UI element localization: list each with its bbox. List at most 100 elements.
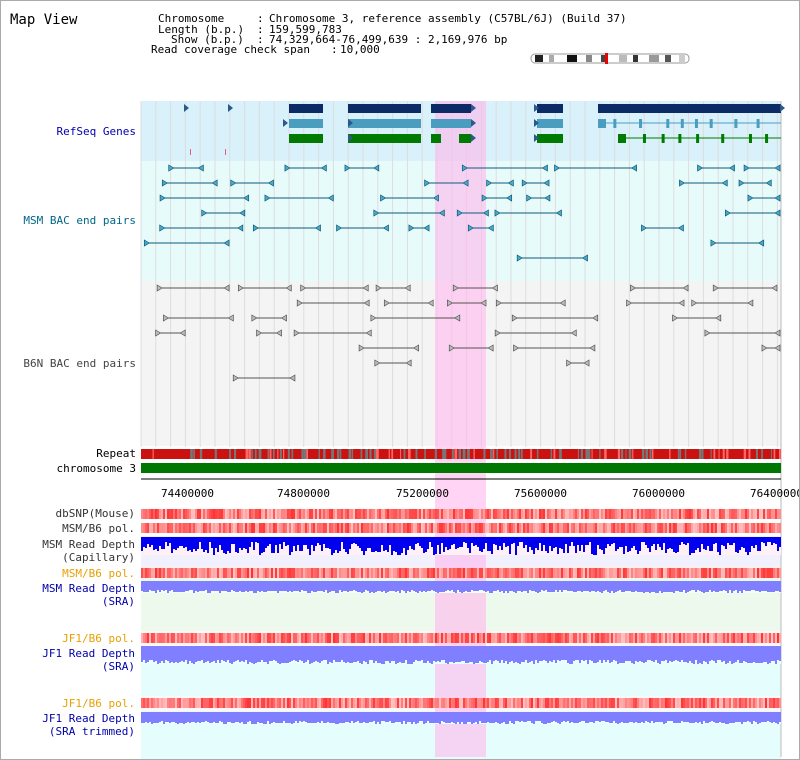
depth-bar [481, 712, 483, 723]
msm-bac-track[interactable] [143, 164, 781, 262]
depth-bar [227, 646, 229, 660]
depth-bar [401, 581, 403, 590]
heatmap-cell [223, 509, 225, 519]
heatmap-cell [683, 509, 685, 519]
depth-bar [357, 712, 359, 721]
depth-bar [149, 581, 151, 590]
heatmap-cell [345, 523, 347, 533]
depth-bar [173, 537, 175, 549]
depth-bar [579, 712, 581, 722]
heatmap-cell [313, 698, 315, 708]
repeat-element [365, 449, 368, 459]
depth-bar [665, 712, 667, 723]
heatmap-cell [603, 509, 605, 519]
depth-bar [191, 581, 193, 590]
repeat-element [434, 449, 437, 459]
b6n-bac-track[interactable] [155, 284, 781, 382]
heatmap-cell [231, 568, 233, 578]
heatmap-cell [505, 633, 507, 643]
heatmap-cell [177, 568, 179, 578]
info-length-key: Length (b.p.) [158, 23, 244, 36]
depth-bar [503, 581, 505, 593]
heatmap-cell [415, 633, 417, 643]
depth-bar [553, 712, 555, 721]
repeat-element [490, 449, 493, 459]
depth-bar [451, 712, 453, 722]
depth-bar [393, 537, 395, 551]
depth-bar [569, 646, 571, 664]
b6n-bac-pair-end [678, 299, 685, 307]
heatmap-cell [535, 509, 537, 519]
heatmap-cell [307, 568, 309, 578]
depth-bar [411, 537, 413, 549]
heatmap-cell [183, 568, 185, 578]
depth-bar [571, 581, 573, 591]
heatmap-cell [439, 568, 441, 578]
depth-bar [321, 581, 323, 591]
heatmap-cell [531, 698, 533, 708]
depth-bar [285, 537, 287, 546]
depth-bar [379, 646, 381, 663]
heatmap-cell [151, 698, 153, 708]
heatmap-cell [255, 509, 257, 519]
ideogram-band [649, 55, 659, 62]
depth-bar [399, 537, 401, 555]
heatmap-cell [501, 568, 503, 578]
depth-bar [705, 712, 707, 723]
label-jf1-read-depth: JF1 Read Depth [42, 647, 135, 660]
repeat-element [652, 449, 654, 459]
msm-bac-pair-end [467, 224, 474, 232]
heatmap-cell [519, 509, 521, 519]
depth-bar [609, 646, 611, 663]
repeat-track[interactable] [141, 449, 781, 459]
depth-bar [487, 646, 489, 662]
heatmap-cell [589, 633, 591, 643]
depth-bar [637, 646, 639, 662]
depth-bar [411, 646, 413, 664]
depth-bar [433, 537, 435, 555]
depth-bar [677, 537, 679, 552]
heatmap-cell [759, 509, 761, 519]
heatmap-cell [257, 698, 259, 708]
heatmap-cell [529, 509, 531, 519]
depth-bar [435, 646, 437, 662]
msm-bac-pair-end [211, 179, 218, 187]
chromosome-bar[interactable] [141, 463, 781, 473]
heatmap-cell [335, 698, 337, 708]
heatmap-cell [347, 509, 349, 519]
heatmap-cell [771, 698, 773, 708]
depth-bar [155, 581, 157, 593]
depth-bar [549, 712, 551, 723]
heatmap-cell [697, 509, 699, 519]
heatmap-cell [373, 633, 375, 643]
depth-bar [195, 646, 197, 662]
heatmap-cell [451, 568, 453, 578]
heatmap-cell [595, 633, 597, 643]
variation-depth-tracks[interactable] [141, 509, 781, 724]
chromosome-ideogram[interactable] [530, 53, 690, 64]
depth-bar [475, 712, 477, 722]
refseq-genes-track[interactable] [184, 104, 785, 155]
repeat-element [248, 449, 251, 459]
depth-bar [159, 646, 161, 663]
depth-bar [559, 646, 561, 661]
heatmap-cell [681, 698, 683, 708]
heatmap-cell [495, 509, 497, 519]
depth-bar [615, 537, 617, 551]
depth-bar [451, 646, 453, 662]
gene-exon [680, 119, 684, 128]
depth-bar [733, 646, 735, 663]
depth-bar [695, 646, 697, 660]
depth-bar [521, 581, 523, 592]
heatmap-cell [221, 568, 223, 578]
heatmap-cell [273, 698, 275, 708]
heatmap-cell [481, 633, 483, 643]
heatmap-cell [433, 568, 435, 578]
heatmap-cell [475, 698, 477, 708]
depth-bar [385, 646, 387, 661]
depth-bar [177, 712, 179, 724]
depth-bar [725, 537, 727, 549]
depth-bar [771, 712, 773, 723]
depth-bar [633, 712, 635, 723]
